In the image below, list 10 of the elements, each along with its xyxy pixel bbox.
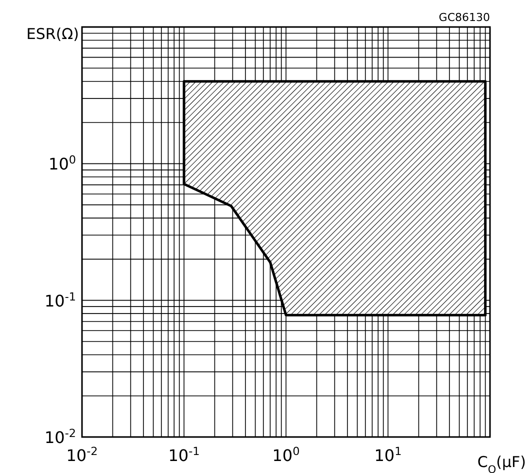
y-axis-title: ESR(Ω) bbox=[26, 25, 79, 43]
y-tick-label: 10$^{0}$ bbox=[48, 153, 76, 174]
x-tick-label: 10$^{-2}$ bbox=[66, 444, 98, 465]
x-tick-label: 10$^{1}$ bbox=[374, 444, 402, 465]
y-tick-label: 10$^{-2}$ bbox=[44, 426, 76, 447]
y-tick-label: 10$^{-1}$ bbox=[44, 290, 76, 310]
x-tick-label: 10$^{-1}$ bbox=[168, 444, 200, 465]
text: GC86130 bbox=[438, 11, 490, 24]
x-tick-label: 10$^{0}$ bbox=[272, 444, 300, 465]
x-axis-title: C$_{O}$(μF) bbox=[477, 453, 526, 473]
